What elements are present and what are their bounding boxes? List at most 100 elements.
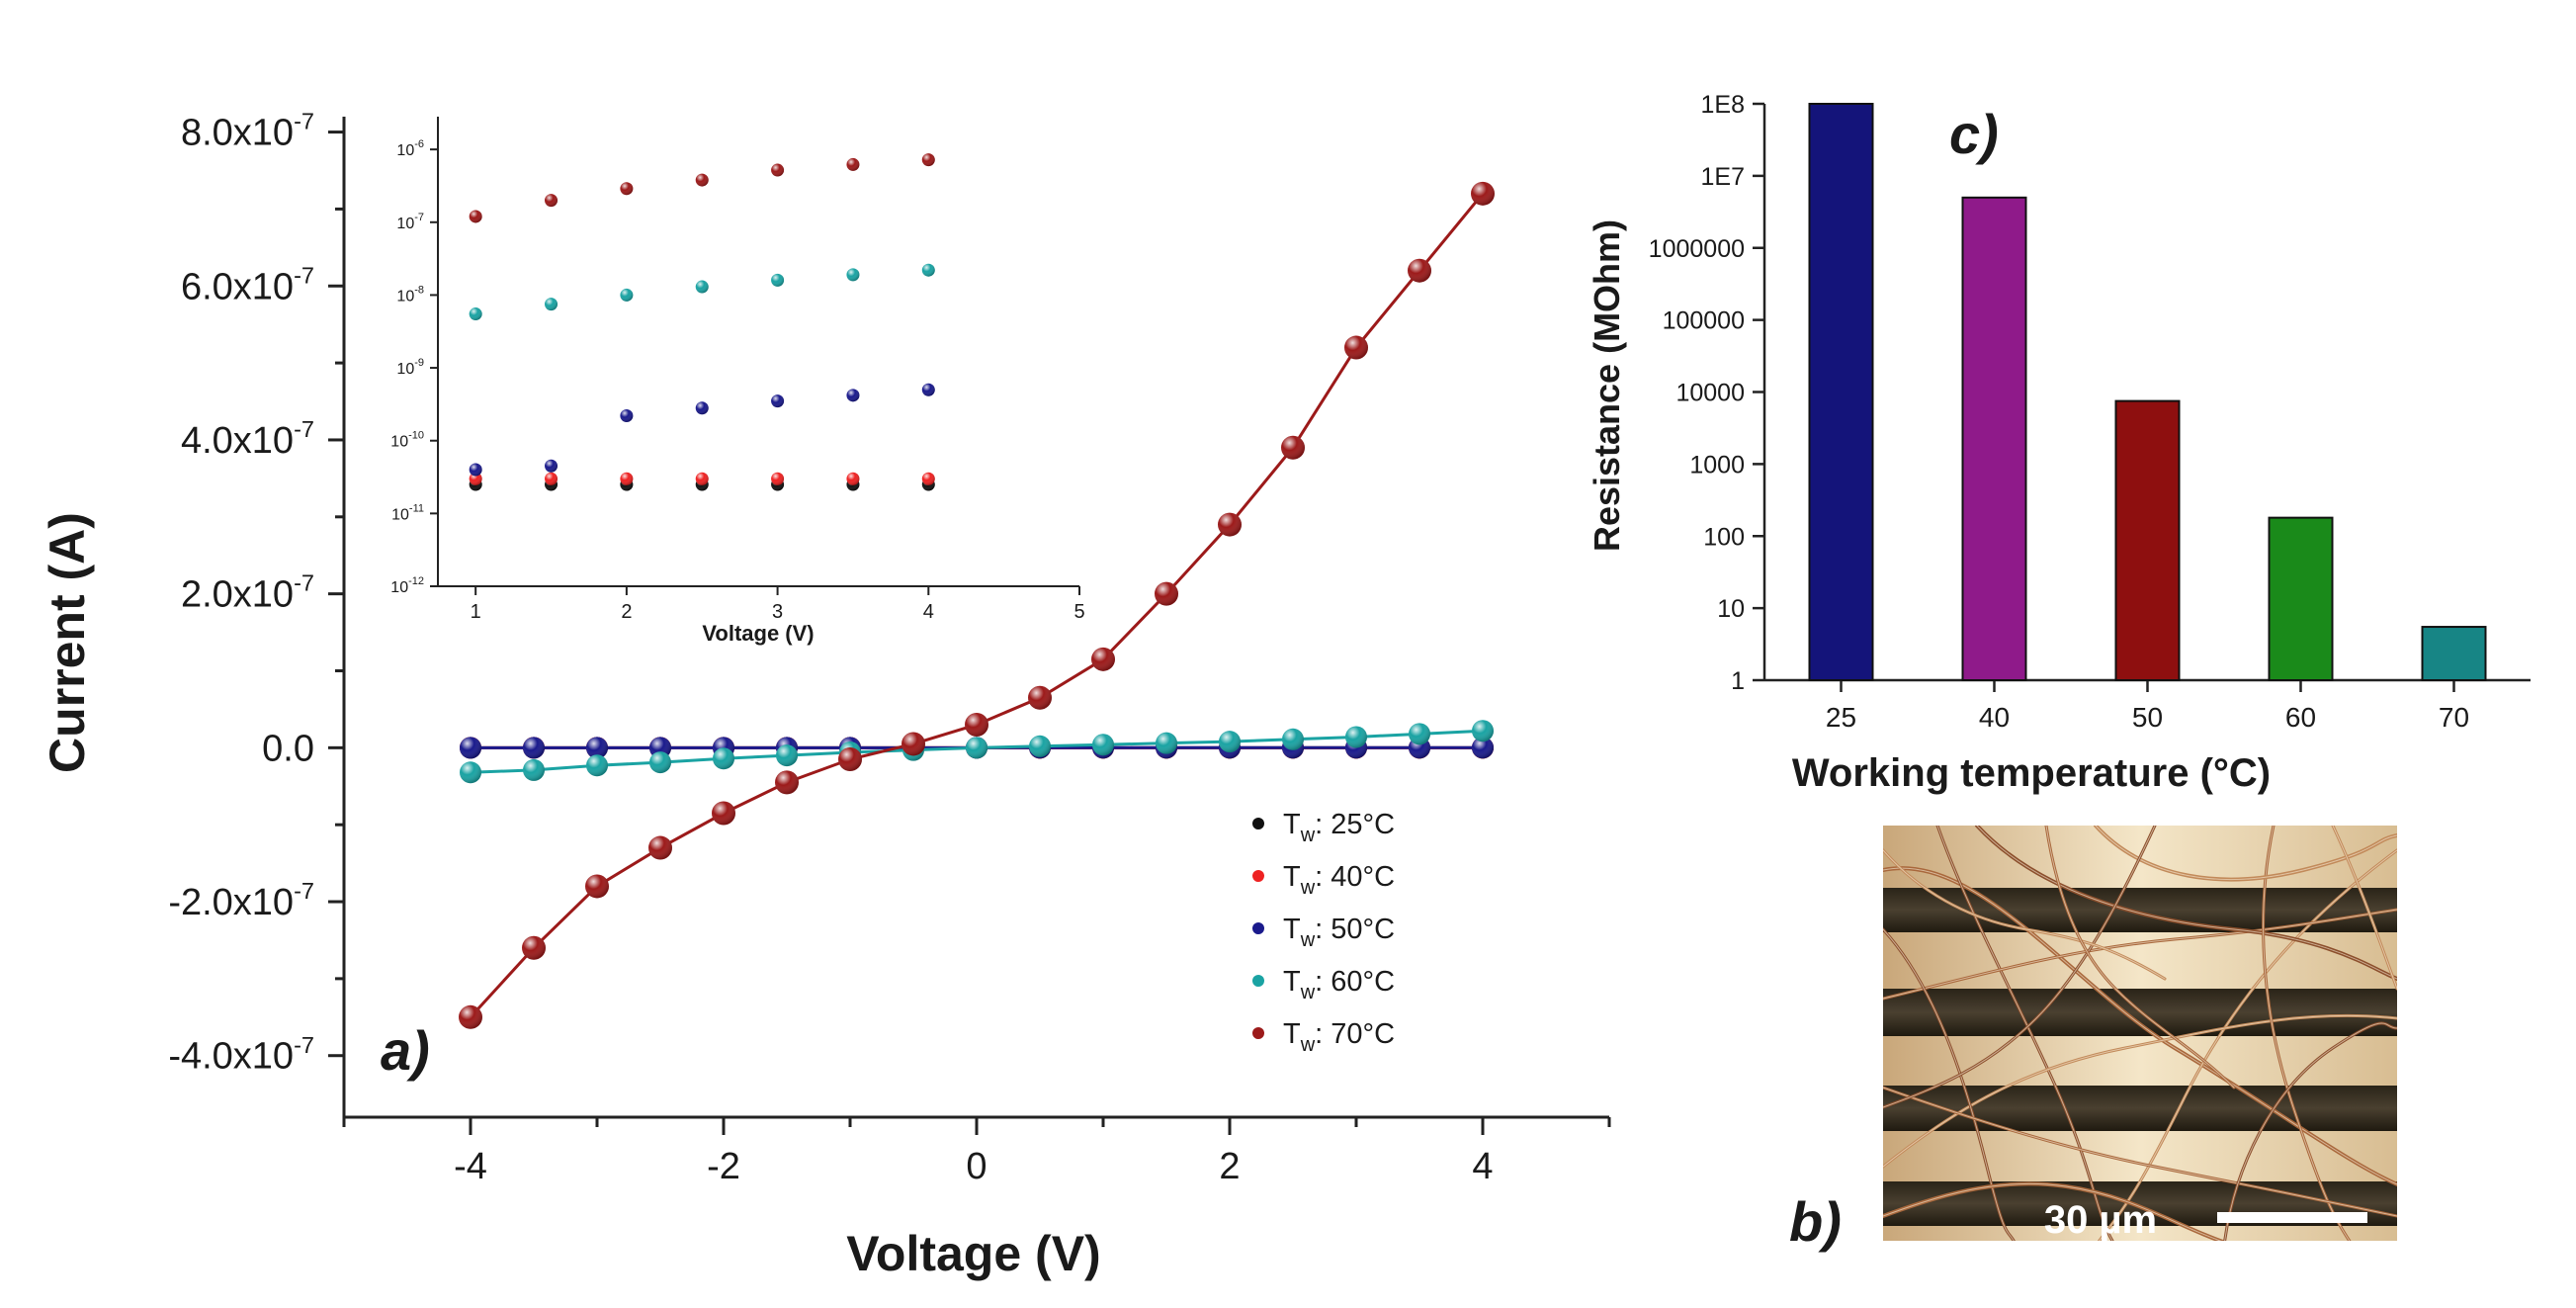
data-point-highlight [648,835,672,860]
data-point-highlight [1409,723,1430,745]
legend-entry: Tw: 70°C [1283,1018,1395,1056]
scale-bar [2217,1212,2367,1223]
inset-data-point-highlight [545,298,558,311]
panel-c-x-tick-label: 60 [2285,702,2316,733]
panel-a-y-tick-label-exponent: -7 [294,878,314,904]
panel-a-series [459,181,1495,1029]
inset-data-point-highlight [921,153,935,167]
bar-50 [2114,399,2181,681]
fiber-highlight [1883,826,2156,1108]
inset-data-point-highlight [469,210,482,223]
legend-entry-sub: w [1300,877,1316,899]
legend-entry-sub: w [1300,982,1316,1003]
inset-y-tick-exp: -10 [408,430,424,442]
inset-y-tick-exp: -12 [408,575,424,587]
inset-data-point-highlight [620,182,634,196]
micrograph-image [1883,826,2397,1241]
data-point-highlight [649,751,671,774]
panel-a-y-tick-label: 4.0x10-7 [181,416,314,462]
panel-c-y-tick-label: 100000 [1663,307,1745,335]
panel-b-label: b) [1789,1190,1842,1253]
panel-a-y-tick-label: 6.0x10-7 [181,262,314,307]
panel-b-micrograph: 30 µm b) [1789,826,2397,1253]
legend-marker [1252,870,1264,882]
inset-x-tick-label: 2 [621,601,632,623]
inset-data-point-highlight [545,194,558,208]
panel-c-y-tick-label: 1E7 [1701,163,1745,191]
data-point-highlight [460,737,481,759]
panel-c-x-tick-labels: 25 40 50 60 70 [1826,702,2469,733]
fiber-highlight [2332,826,2397,990]
inset-y-tick-exp: -11 [409,502,424,514]
panel-a-y-tick-labels: -4.0x10-7-2.0x10-70.02.0x10-74.0x10-76.0… [168,109,314,1078]
inset-data-point-highlight [620,288,634,302]
panel-a-y-tick-label-exponent: -7 [294,109,314,134]
inset-data-point-highlight [921,472,935,485]
panel-c-y-tick-label: 1 [1731,667,1745,695]
legend-entry: Tw: 25°C [1283,809,1395,846]
panel-c-label: c) [1949,103,1999,165]
inset-y-tick-base: 10 [396,361,414,378]
panel-a-label: a) [381,1019,430,1082]
legend-entry-prefix: T [1283,1018,1301,1050]
inset-y-tick-exp: -8 [414,284,424,296]
legend-entry-prefix: T [1283,966,1301,998]
data-point-highlight [1471,181,1495,206]
inset-data-point-highlight [695,280,709,294]
inset-y-tick-base: 10 [396,288,414,305]
inset-data-point-highlight [771,273,785,287]
nanofibers [1883,826,2397,1241]
panel-a-x-tick-labels: -4 -2 0 2 4 [454,1146,1493,1187]
panel-a-iv-chart: -4.0x10-7-2.0x10-70.02.0x10-74.0x10-76.0… [40,109,1611,1281]
legend-entry-prefix: T [1283,809,1301,840]
legend-marker [1252,975,1264,987]
panel-a-y-tick-label: -4.0x10-7 [168,1032,314,1078]
panel-c-y-tick-label: 10000 [1675,380,1745,407]
electrode-stripe [1883,1086,2397,1131]
legend-entry-suffix: : 50°C [1315,914,1395,945]
inset-data-point-highlight [545,459,558,473]
legend-entry-sub: w [1300,825,1316,846]
legend-entry-suffix: : 40°C [1315,861,1395,893]
data-point-highlight [460,761,481,784]
panel-c-x-tick-label: 40 [1979,702,2010,733]
panel-a-y-tick-label: 0.0 [262,728,314,769]
inset-y-tick-exp: -9 [414,357,424,369]
inset-data-point-highlight [620,408,634,422]
inset-data-point-highlight [846,472,860,485]
data-point-highlight [1156,732,1177,754]
inset-y-tick-label: 10-7 [396,212,424,232]
fiber-highlight [1976,826,2397,980]
legend-entry-suffix: : 25°C [1315,809,1395,840]
fiber-highlight [1883,1182,2222,1241]
panel-a-y-tick-label-mantissa: -4.0x10 [168,1036,294,1078]
fiber-highlight [2099,849,2397,1241]
panel-a-y-tick-label: 2.0x10-7 [181,570,314,616]
data-point-highlight [966,737,987,759]
inset-data-point-highlight [771,163,785,177]
data-point-highlight [523,758,545,781]
data-point-highlight [585,874,609,899]
panel-a-legend: Tw: 25°CTw: 40°CTw: 50°CTw: 60°CTw: 70°C [1252,809,1395,1056]
data-point-highlight [586,754,608,777]
panel-a-y-tick-label-mantissa: 4.0x10 [181,420,294,462]
panel-a-x-tick-label: 4 [1472,1146,1493,1187]
inset-y-tick-label: 10-11 [391,502,424,523]
inset-data-point-highlight [620,472,634,485]
data-point-highlight [586,737,608,759]
panel-a-y-tick-label-exponent: -7 [294,262,314,288]
panel-c-bars [1808,103,2487,682]
data-point-highlight [522,935,546,960]
legend-entry-sub: w [1300,1034,1316,1056]
legend-marker [1252,818,1264,829]
inset-series [469,153,935,491]
inset-y-tick-base: 10 [390,579,408,596]
fiber-highlight [1936,826,2113,1241]
inset-data-point-highlight [695,401,709,415]
panel-a-y-tick-label: 8.0x10-7 [181,109,314,154]
data-point-highlight [1092,734,1114,756]
scale-bar-label: 30 µm [2044,1198,2157,1242]
panel-c-y-tick-labels: 1 10 100 1000 10000 100000 1000000 1E7 1E8 [1649,91,1745,695]
inset-y-tick-label: 10-6 [396,138,424,159]
inset-x-tick-label: 1 [471,601,481,623]
